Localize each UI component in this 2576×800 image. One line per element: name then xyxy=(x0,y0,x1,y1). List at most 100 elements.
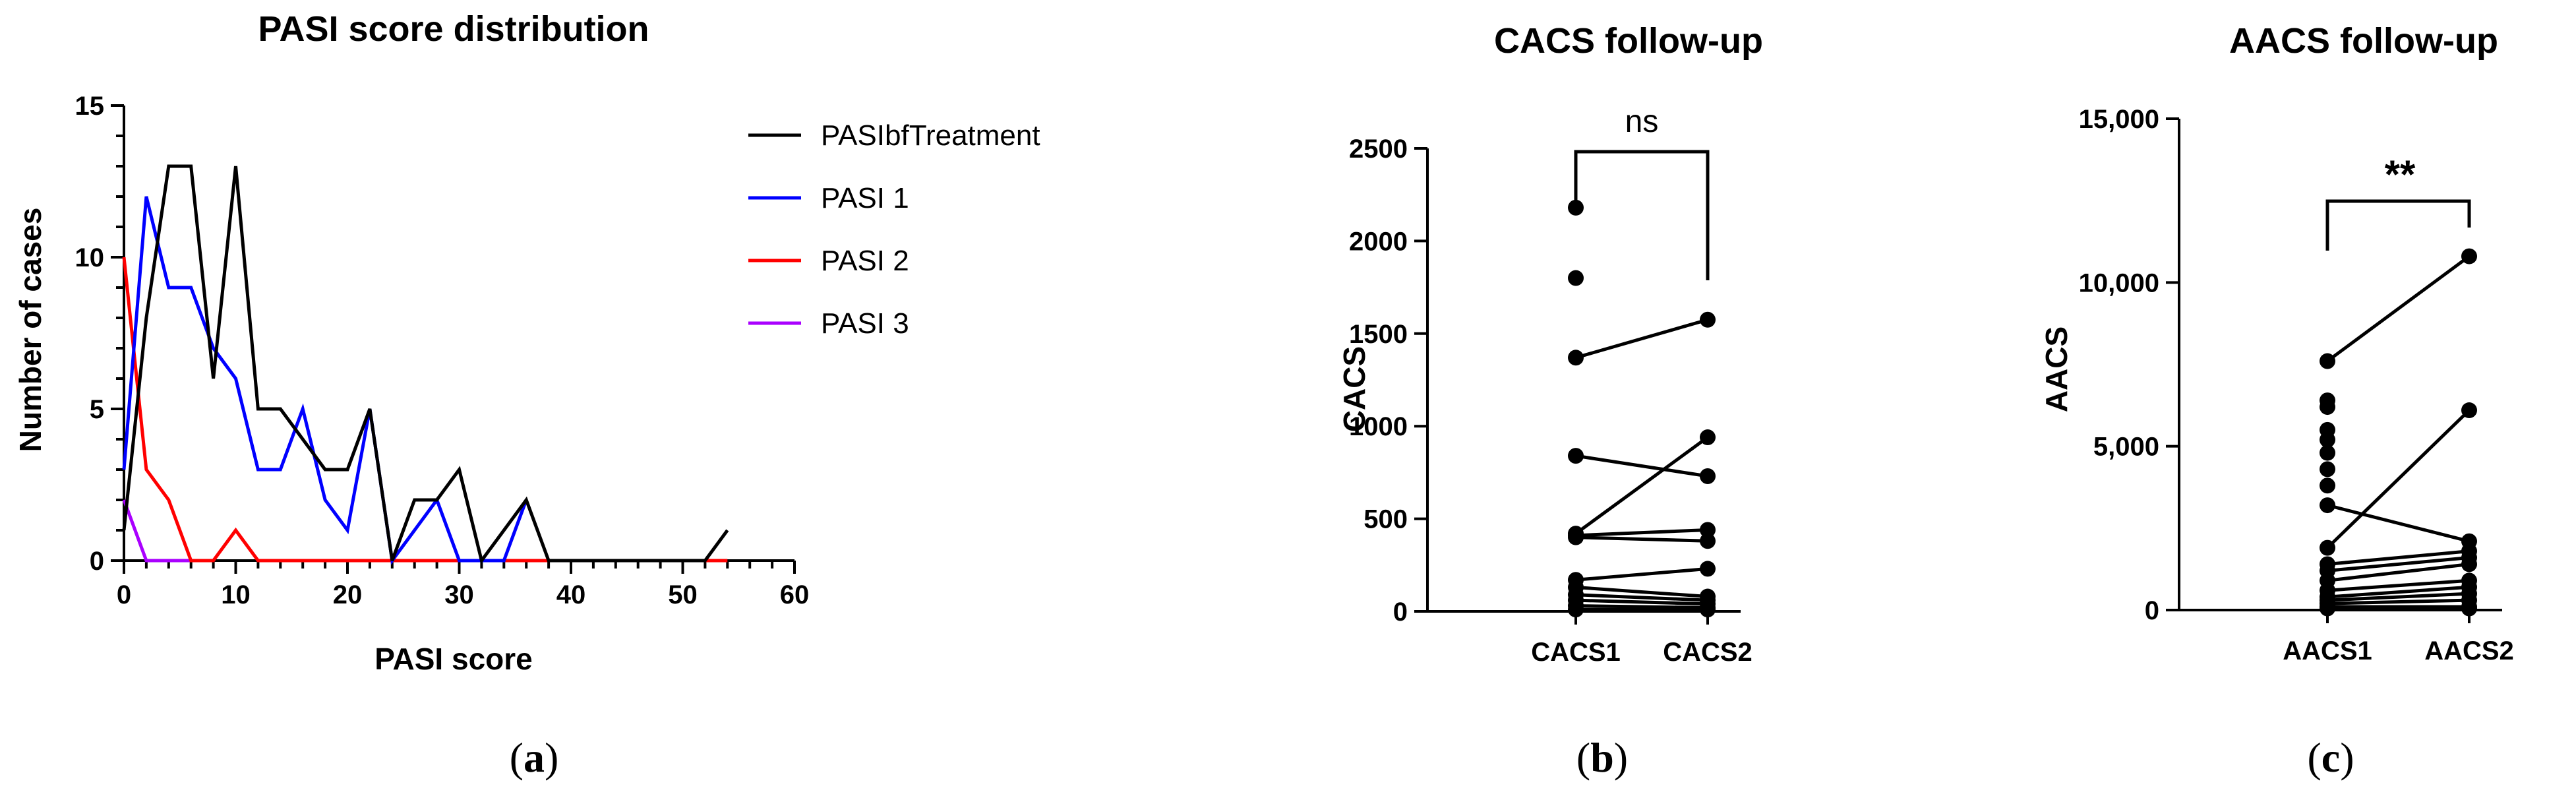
panel-b-pair-line xyxy=(1575,604,1708,609)
panel-c-point xyxy=(2461,402,2477,419)
panel-c-point xyxy=(2320,477,2335,494)
panel-b-y-tick-label: 0 xyxy=(1393,598,1408,627)
panel-c-pair-line xyxy=(2327,556,2470,572)
panel-c-point xyxy=(2461,600,2477,617)
panel-a-x-tick-label: 30 xyxy=(444,580,474,609)
panel-b-x-tick-label: CACS2 xyxy=(1663,638,1752,667)
panel-c-caption: (c) xyxy=(2307,734,2354,781)
panel-a-y-tick-label: 10 xyxy=(75,243,105,272)
panel-c-pair-line xyxy=(2327,549,2470,566)
panel-c-x-tick-label: AACS2 xyxy=(2424,636,2514,665)
panel-b-pair-line xyxy=(1575,528,1708,538)
panel-b-x-tick-label: CACS1 xyxy=(1531,638,1621,667)
panel-c-point xyxy=(2320,600,2335,617)
panel-b-points xyxy=(1568,199,1716,618)
panel-c-pair-line xyxy=(2326,255,2471,363)
panel-b-point xyxy=(1700,311,1716,328)
panel-b-point xyxy=(1700,561,1716,577)
panel-c-pair-line xyxy=(2327,598,2470,605)
panel-c-x-tick-label: AACS1 xyxy=(2283,636,2372,665)
panel-a-caption-letter: a xyxy=(524,734,545,781)
panel-c-y-tick-label: 5,000 xyxy=(2093,433,2159,462)
panel-c-y-tick-label: 0 xyxy=(2145,596,2159,625)
panel-c-y-tick-label: 10,000 xyxy=(2079,268,2159,297)
panel-a-ylabel: Number of cases xyxy=(13,208,47,452)
panel-c-pair-line xyxy=(2327,578,2470,592)
panel-b-y-tick-label: 2500 xyxy=(1349,135,1408,164)
panel-c-point xyxy=(2320,353,2335,369)
panel-a-xlabel: PASI score xyxy=(374,642,532,676)
panel-a-x-tick-label: 50 xyxy=(668,580,698,609)
panel-b-y-tick-label: 1000 xyxy=(1349,412,1408,441)
panel-a-caption: (a) xyxy=(510,734,559,781)
panel-a-series xyxy=(122,164,729,565)
panel-b-caption: (b) xyxy=(1576,734,1628,781)
panel-b-point xyxy=(1700,533,1716,549)
panel-b-pair-line xyxy=(1575,598,1708,606)
panel-b: CACS follow-up CACS 0 500 1000 1500 2000 2500… xyxy=(1337,21,1763,781)
panel-b-pair-line xyxy=(1575,593,1708,602)
panel-c-point xyxy=(2320,431,2335,448)
panel-c-pair-line xyxy=(2327,562,2470,582)
panel-b-point xyxy=(1568,448,1584,464)
panel-a-x-tick-label: 60 xyxy=(780,580,810,609)
panel-a-y-tick-label: 15 xyxy=(75,92,105,121)
panel-c-pair-line xyxy=(2327,503,2470,543)
panel-b-point xyxy=(1700,429,1716,446)
panel-a-y-tick-label: 5 xyxy=(90,395,104,424)
panel-a: PASI score distribution PASI score Numbe… xyxy=(13,9,1040,781)
panel-a-y-tick-label: 0 xyxy=(90,547,104,576)
panel-c-caption-letter: c xyxy=(2321,734,2340,781)
panel-a-series-line xyxy=(122,499,191,563)
panel-c-points xyxy=(2320,248,2477,617)
panel-b-caption-letter: b xyxy=(1590,734,1614,781)
panel-a-x-tick-label: 0 xyxy=(117,580,131,609)
panel-b-point xyxy=(1568,350,1584,366)
panel-b-point xyxy=(1700,601,1716,618)
panel-c-ylabel: AACS xyxy=(2039,326,2074,412)
panel-a-legend: PASIbfTreatment PASI 1 PASI 2 PASI 3 xyxy=(748,119,1040,340)
panel-b-point xyxy=(1700,468,1716,485)
panel-c-pair-lines xyxy=(2326,255,2471,611)
panel-b-pair-line xyxy=(1575,318,1708,359)
panel-c-point xyxy=(2320,497,2335,514)
panel-b-y-tick-label: 500 xyxy=(1363,505,1408,534)
panel-b-point xyxy=(1568,199,1584,216)
panel-c-point xyxy=(2320,445,2335,461)
panel-b-point xyxy=(1700,522,1716,538)
panel-a-legend-label: PASI 2 xyxy=(821,245,909,277)
panel-c-point xyxy=(2320,399,2335,415)
panel-a-x-tick-label: 20 xyxy=(333,580,363,609)
panel-a-legend-label: PASIbfTreatment xyxy=(821,119,1040,152)
panel-b-bracket xyxy=(1574,150,1710,280)
panel-a-legend-label: PASI 3 xyxy=(821,307,909,340)
panel-a-x-tick-label: 10 xyxy=(221,580,251,609)
panel-c: AACS follow-up AACS 0 5,000 10,000 15,000 AA… xyxy=(2039,21,2514,781)
panel-a-series-line xyxy=(122,164,729,565)
panel-b-pair-line xyxy=(1575,567,1708,582)
panel-b-significance-bracket xyxy=(1574,150,1710,280)
panel-a-axes: 0 10 20 30 40 50 60 0 5 10 15 xyxy=(75,92,810,609)
panel-b-y-tick-label: 2000 xyxy=(1349,227,1408,256)
panel-c-pair-line xyxy=(2327,592,2470,602)
panel-a-title: PASI score distribution xyxy=(258,9,649,49)
panel-c-point xyxy=(2461,248,2477,264)
panel-b-pair-line xyxy=(1575,536,1708,543)
panel-b-point xyxy=(1568,529,1584,545)
panel-b-axes: 0 500 1000 1500 2000 2500 CACS1 CACS2 xyxy=(1349,135,1752,667)
panel-b-ylabel: CACS xyxy=(1337,346,1371,432)
panel-b-pair-line xyxy=(1575,454,1708,478)
panel-c-point xyxy=(2461,556,2477,572)
panel-c-significance-label: ** xyxy=(2385,152,2416,197)
panel-b-point xyxy=(1568,601,1584,618)
panel-c-pair-line xyxy=(2326,409,2471,549)
panel-c-point xyxy=(2320,539,2335,556)
panel-c-point xyxy=(2320,461,2335,477)
panel-c-y-tick-label: 15,000 xyxy=(2079,105,2159,134)
panel-c-bracket xyxy=(2325,199,2471,251)
panel-b-title: CACS follow-up xyxy=(1494,21,1763,61)
panel-c-significance-bracket xyxy=(2325,199,2471,251)
panel-b-pair-lines xyxy=(1574,318,1709,611)
panel-c-title: AACS follow-up xyxy=(2229,21,2498,61)
